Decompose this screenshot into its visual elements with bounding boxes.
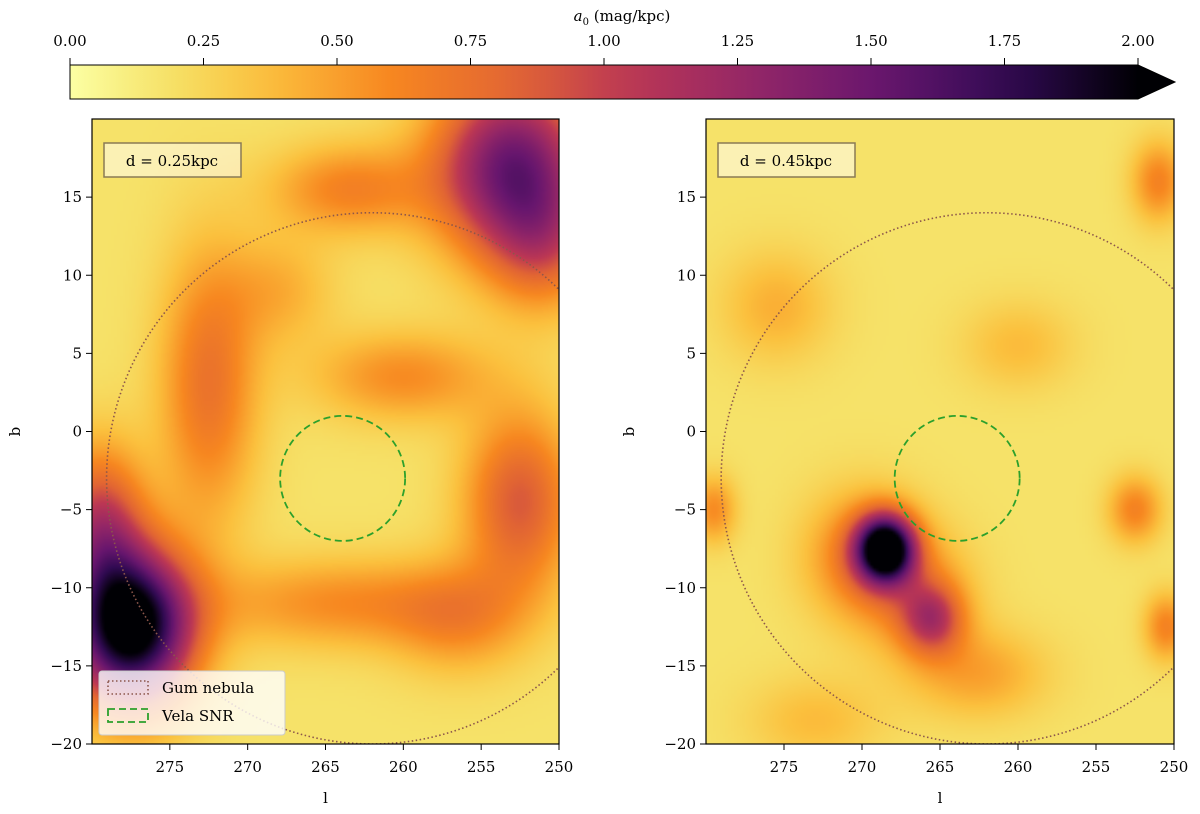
y-axis-label: b [620,427,638,437]
colorbar-tick-label: 0.50 [320,32,353,50]
x-tick-label: 255 [1082,758,1111,776]
legend-vela-label: Vela SNR [161,707,234,725]
colorbar-tick-label: 1.25 [721,32,754,50]
annotation-box-right: d = 0.45kpc [717,142,856,178]
colorbar-tick-label: 0.25 [187,32,220,50]
colorbar-tick-label: 1.50 [854,32,887,50]
y-tick-label: −20 [50,735,82,753]
panel-right: 275 270 265 260 255 250 15 10 5 0 −5 −10 −15 −20 l b d … [620,118,1188,807]
x-tick-label: 270 [233,758,262,776]
axes-ticks-right: 275 270 265 260 255 250 15 10 5 0 −5 −10 −15 −20 l b [620,188,1188,807]
y-tick-label: −5 [60,501,82,519]
distance-label-left: d = 0.25kpc [126,152,218,170]
colorbar: a0 (mag/kpc) 0.00 0.25 0.50 0.75 1.00 1.25 1.5… [53,7,1177,100]
x-tick-label: 250 [1160,758,1189,776]
colorbar-tick-label: 1.00 [587,32,620,50]
y-tick-label: −15 [50,657,82,675]
x-tick-label: 250 [545,758,574,776]
x-axis-label: l [323,789,328,807]
y-tick-label: 15 [677,188,696,206]
y-tick-label: −5 [674,501,696,519]
x-axis-label: l [938,789,943,807]
y-tick-label: 15 [63,188,82,206]
legend-gum-label: Gum nebula [162,679,254,697]
colorbar-tick-label: 2.00 [1121,32,1154,50]
x-tick-label: 260 [1004,758,1033,776]
vela-snr-circle-left [279,414,407,542]
distance-label-right: d = 0.45kpc [740,152,832,170]
x-tick-label: 255 [467,758,496,776]
axes-ticks-left: 275 270 265 260 255 250 15 10 5 0 −5 −10 −15 −20 l b [6,188,573,807]
legend: Gum nebula Vela SNR [98,670,286,736]
y-tick-label: 0 [72,423,82,441]
colorbar-tick-label: 1.75 [988,32,1021,50]
x-tick-label: 265 [926,758,955,776]
x-tick-label: 270 [848,758,877,776]
heatmap-left [92,119,559,744]
y-tick-label: −15 [664,657,696,675]
annotation-box-left: d = 0.25kpc [103,142,242,178]
x-tick-label: 260 [389,758,418,776]
y-tick-label: −20 [664,735,696,753]
y-tick-label: −10 [664,579,696,597]
colorbar-ticks: 0.00 0.25 0.50 0.75 1.00 1.25 1.50 1.75 2.00 [53,32,1155,65]
heatmap-right [706,119,1174,744]
x-tick-label: 265 [311,758,340,776]
y-tick-label: 10 [63,266,82,284]
vela-snr-circle-right [893,414,1021,542]
y-tick-label: 5 [686,344,696,362]
y-axis-label: b [6,427,24,437]
colorbar-tick-label: 0.75 [454,32,487,50]
colorbar-bar [69,64,1177,100]
colorbar-title: a0 (mag/kpc) [574,7,671,28]
x-tick-label: 275 [770,758,799,776]
y-tick-label: 5 [72,344,82,362]
y-tick-label: 0 [686,423,696,441]
legend-gum-swatch [107,680,149,695]
y-tick-label: −10 [50,579,82,597]
y-tick-label: 10 [677,266,696,284]
panel-left: 275 270 265 260 255 250 15 10 5 0 −5 −10 −15 −20 l b d … [6,118,573,807]
colorbar-tick-label: 0.00 [53,32,86,50]
x-tick-label: 275 [156,758,185,776]
legend-vela-swatch [107,708,149,723]
